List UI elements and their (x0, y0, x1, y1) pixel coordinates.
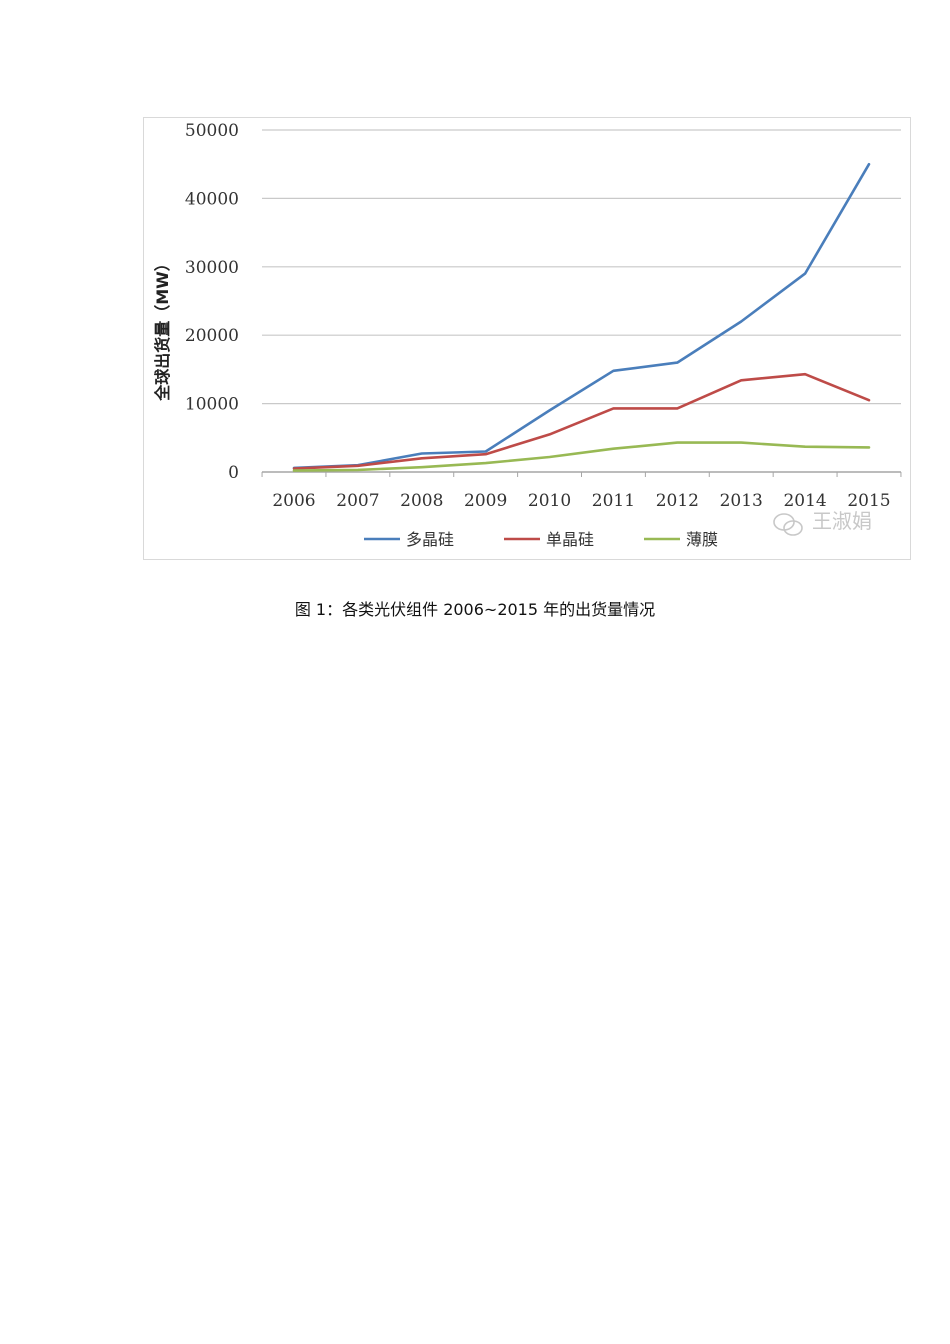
series-line (292, 162, 871, 470)
legend-label: 多晶硅 (406, 530, 454, 549)
y-tick-label: 20000 (185, 326, 239, 346)
y-tick-label: 0 (228, 463, 239, 483)
watermark-text: 王淑娟 (812, 509, 872, 533)
x-tick-label: 2013 (720, 491, 763, 511)
x-tick-labels: 2006 2007 2008 2009 2010 2011 2012 2013 2014 2015 (272, 491, 890, 511)
x-tick-label: 2007 (336, 491, 379, 511)
x-tick-label: 2014 (783, 491, 826, 511)
x-tick-label: 2015 (847, 491, 890, 511)
y-tick-label: 40000 (185, 189, 239, 209)
x-tick-label: 2011 (592, 491, 635, 511)
legend-item: 薄膜 (644, 530, 718, 549)
legend: 多晶硅 单晶硅 薄膜 (364, 530, 718, 549)
series-line (292, 372, 871, 470)
chart-figure: 0 10000 20000 30000 40000 50000 2006 2007 2008 2… (143, 117, 911, 560)
gridlines (262, 129, 901, 405)
x-tick-label: 2012 (656, 491, 699, 511)
x-tick-label: 2008 (400, 491, 443, 511)
series-lines (292, 162, 871, 472)
y-axis-label: 全球出货量（MW） (153, 255, 172, 402)
y-tick-labels: 0 10000 20000 30000 40000 50000 (185, 121, 239, 483)
legend-label: 单晶硅 (546, 530, 594, 549)
x-tick-label: 2010 (528, 491, 571, 511)
y-tick-label: 50000 (185, 121, 239, 141)
figure-caption: 图 1：各类光伏组件 2006~2015 年的出货量情况 (294, 600, 656, 619)
series-line (292, 441, 871, 472)
x-tick-label: 2006 (272, 491, 315, 511)
y-tick-label: 30000 (185, 258, 239, 278)
legend-item: 多晶硅 (364, 530, 454, 549)
legend-label: 薄膜 (686, 530, 718, 549)
y-tick-label: 10000 (185, 395, 239, 415)
legend-item: 单晶硅 (504, 530, 594, 549)
watermark: 王淑娟 (773, 509, 872, 536)
axes (261, 471, 902, 477)
wechat-icon (773, 513, 803, 536)
x-tick-label: 2009 (464, 491, 507, 511)
